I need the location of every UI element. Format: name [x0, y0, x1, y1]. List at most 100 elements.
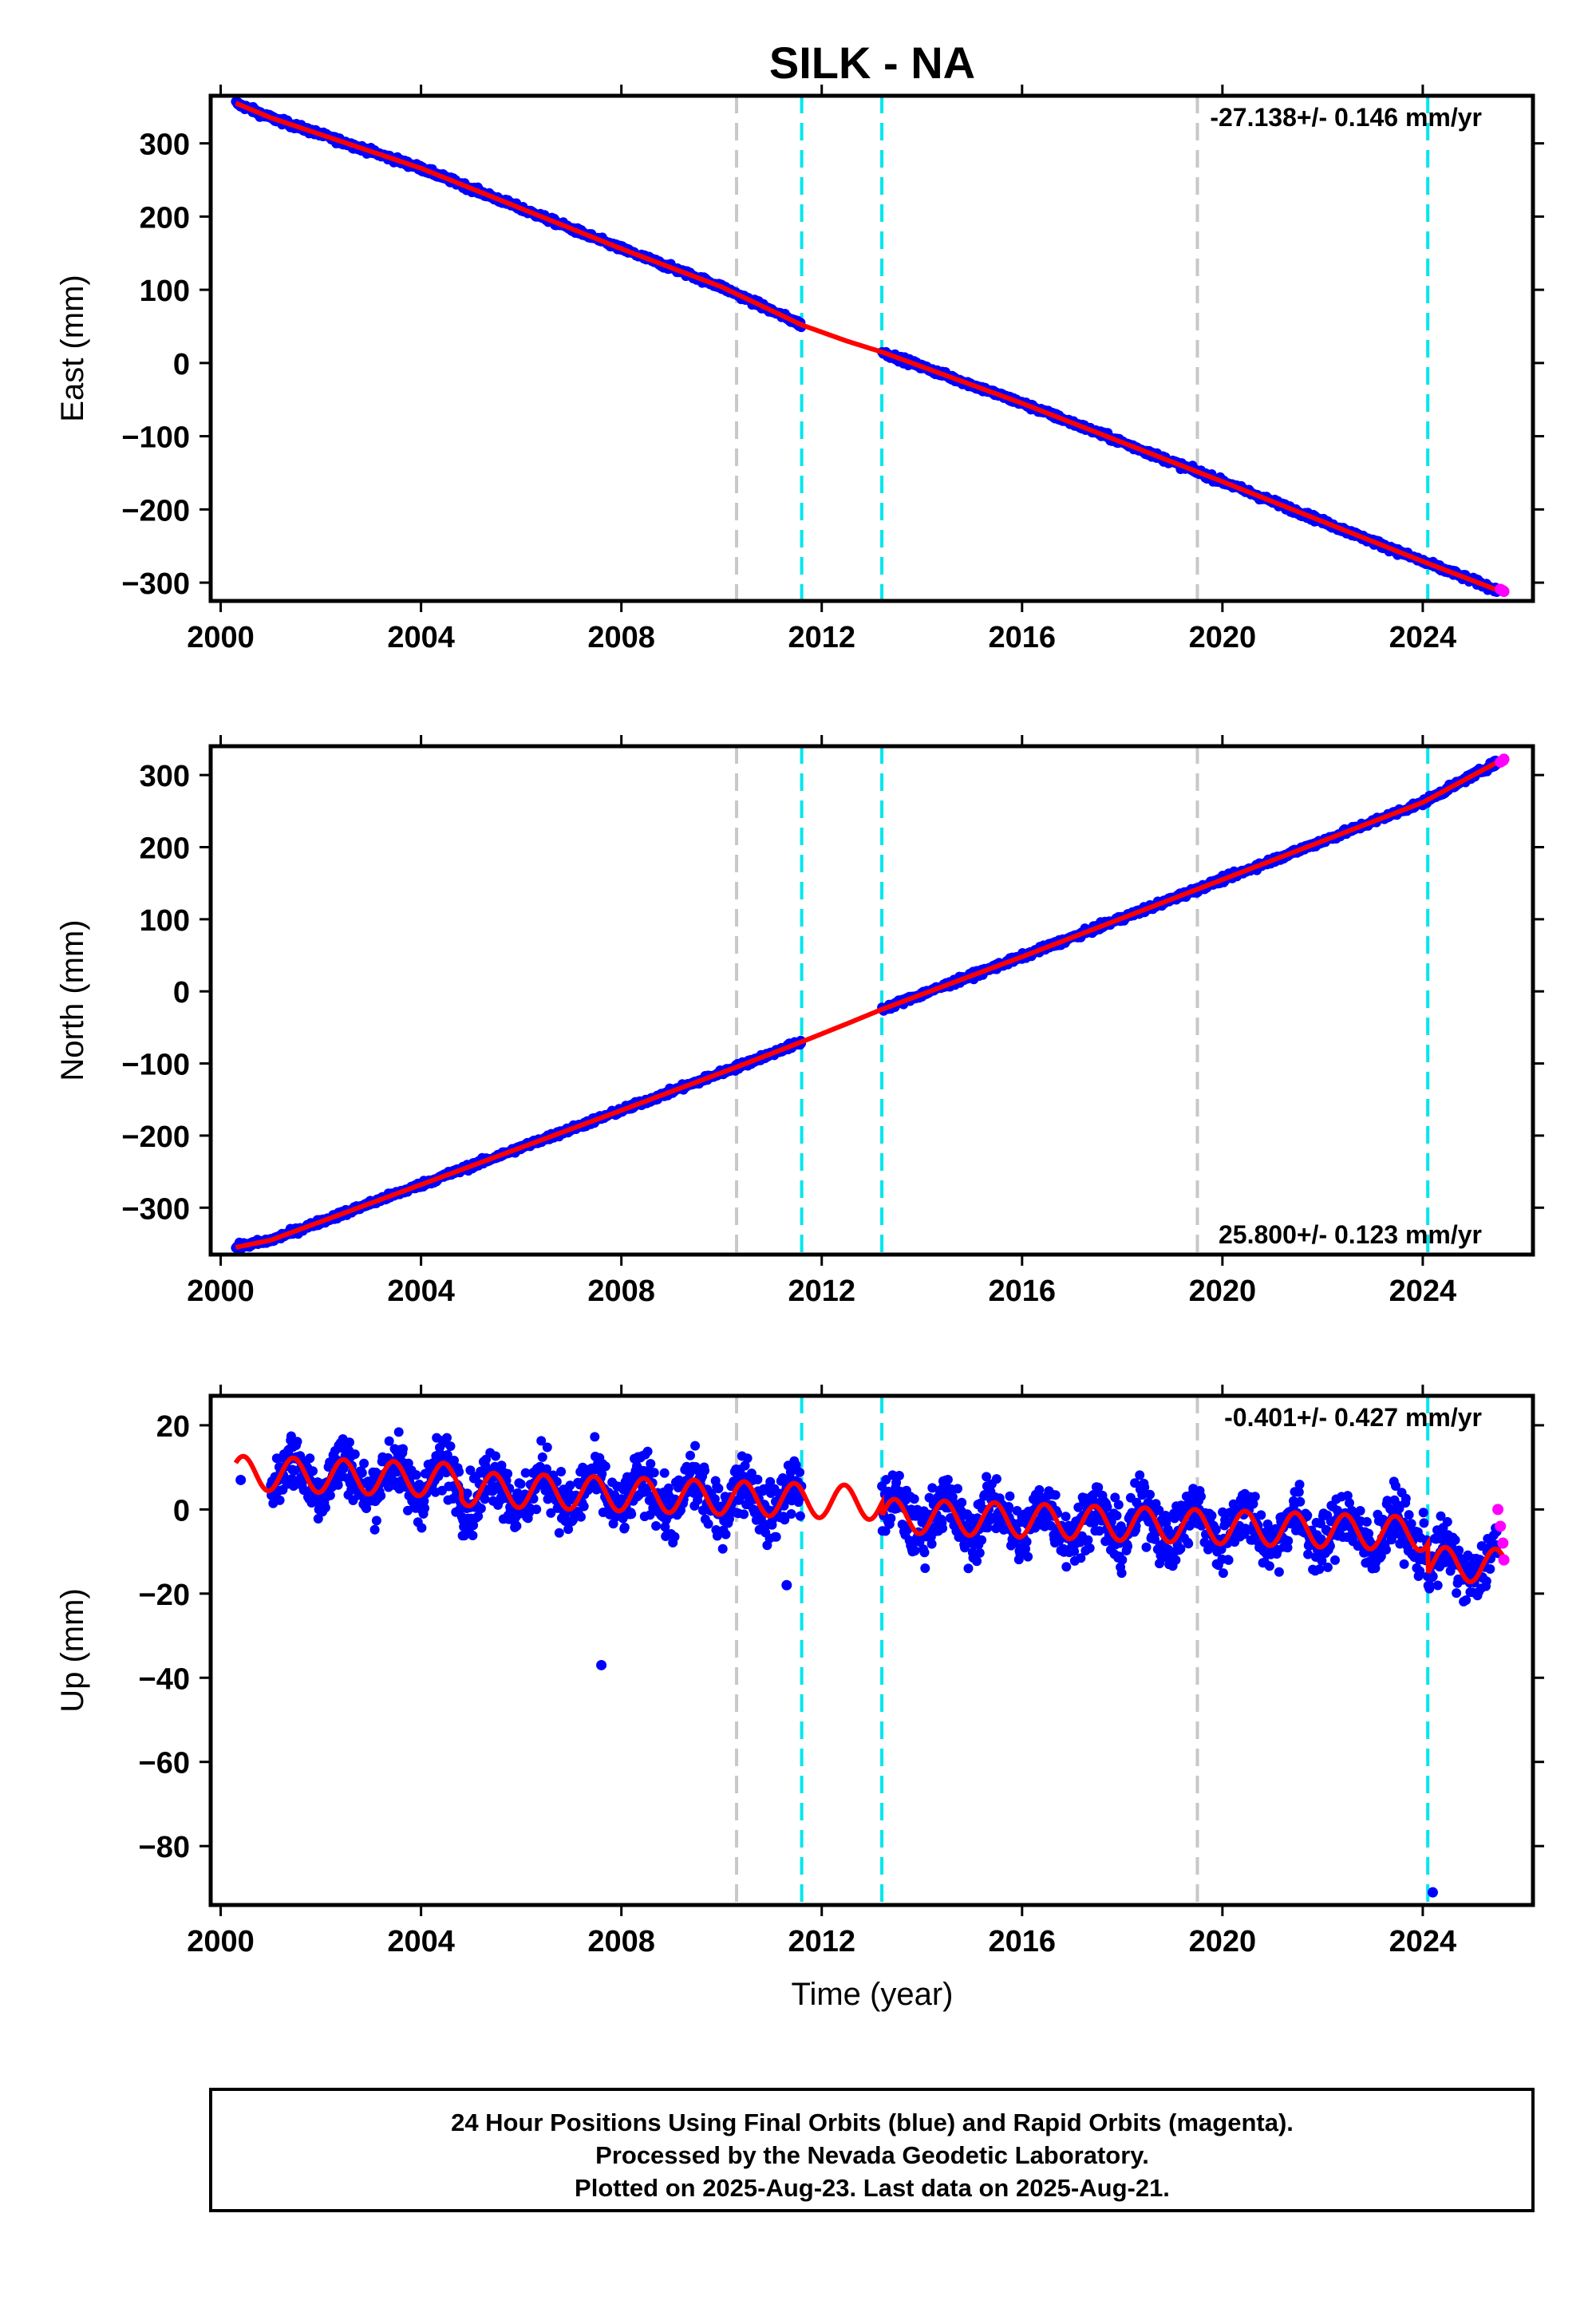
y-axis-label: East (mm)	[55, 275, 90, 421]
data-point	[742, 1453, 753, 1464]
data-point	[398, 1444, 408, 1454]
data-point	[516, 1479, 526, 1489]
plot-background	[211, 746, 1533, 1255]
data-point	[491, 1451, 500, 1461]
y-tick-label: −200	[121, 1120, 190, 1154]
data-point	[369, 1524, 380, 1535]
data-point	[537, 1452, 547, 1462]
data-point	[531, 1504, 542, 1515]
x-tick-label: 2020	[1189, 621, 1257, 654]
y-tick-label: 200	[140, 201, 190, 235]
data-point	[325, 1490, 335, 1500]
data-point	[717, 1543, 728, 1554]
y-tick-label: 0	[173, 976, 190, 1010]
x-tick-label: 2016	[989, 1275, 1057, 1308]
data-point	[619, 1522, 630, 1532]
x-tick-label: 2000	[187, 621, 255, 654]
data-point	[411, 1470, 421, 1480]
x-tick-label: 2024	[1389, 621, 1457, 654]
data-point	[275, 1495, 285, 1505]
y-tick-label: −300	[121, 1192, 190, 1226]
data-point	[753, 1474, 763, 1484]
data-point	[579, 1501, 589, 1512]
data-point	[721, 1529, 731, 1539]
data-point	[462, 1488, 472, 1499]
data-point	[512, 1521, 522, 1531]
data-point	[649, 1468, 659, 1478]
y-tick-label: −100	[121, 421, 190, 455]
data-point	[886, 1513, 896, 1524]
panel-north: 2000 2004 2008 2012 2016 2020 2024 300 200 100 0 −1…	[55, 735, 1544, 1308]
data-point	[292, 1437, 302, 1447]
y-tick-label: −300	[121, 567, 190, 601]
data-point	[357, 1468, 367, 1478]
y-tick-label: −100	[121, 1049, 190, 1082]
data-point	[685, 1450, 695, 1460]
data-point	[690, 1441, 701, 1451]
data-point	[542, 1442, 552, 1452]
data-point	[503, 1468, 513, 1479]
data-point	[320, 1503, 330, 1513]
data-point	[771, 1531, 781, 1542]
x-tick-label: 2008	[587, 1275, 655, 1308]
data-point	[420, 1503, 430, 1513]
data-point	[670, 1531, 680, 1542]
data-point	[371, 1516, 381, 1526]
data-point	[556, 1467, 567, 1476]
data-point	[894, 1471, 904, 1480]
data-point	[305, 1453, 315, 1464]
data-point	[700, 1465, 710, 1476]
y-tick-label: 300	[140, 760, 190, 793]
data-point	[703, 1519, 713, 1529]
data-point	[739, 1509, 749, 1520]
data-point	[345, 1437, 354, 1448]
y-tick-label: 100	[140, 904, 190, 938]
y-tick-label: 300	[140, 128, 190, 162]
data-point	[359, 1458, 369, 1468]
x-tick-label: 2020	[1189, 1275, 1257, 1308]
panel-east: 2000 2004 2008 2012 2016 2020 20243002001000−1…	[55, 85, 1544, 654]
data-point	[795, 1511, 805, 1521]
chart-title: SILK - NA	[769, 38, 975, 88]
x-tick-label: 2008	[587, 621, 655, 654]
data-point	[795, 1467, 805, 1477]
data-point	[600, 1461, 610, 1472]
x-tick-label: 2004	[387, 1275, 455, 1308]
panels-group: 2000 2004 2008 2012 2016 2020 2024 300 200 100 0 −1…	[55, 85, 1544, 1958]
data-point	[442, 1433, 452, 1443]
data-point	[350, 1449, 360, 1460]
y-tick-label: 200	[140, 832, 190, 865]
data-point	[713, 1484, 724, 1494]
x-tick-label: 2024	[1389, 1275, 1457, 1308]
data-point	[554, 1528, 564, 1538]
rate-annotation: -27.138+/- 0.146 mm/yr	[1210, 103, 1482, 132]
data-point	[659, 1468, 670, 1478]
data-point	[393, 1427, 404, 1437]
data-point	[646, 1459, 656, 1469]
y-tick-label: −200	[121, 494, 190, 528]
data-point	[651, 1521, 662, 1531]
data-point	[576, 1512, 586, 1522]
data-point	[476, 1504, 486, 1514]
data-point	[468, 1531, 478, 1540]
x-tick-label: 2012	[788, 1275, 855, 1308]
x-tick-label: 2000	[187, 1275, 255, 1308]
rate-annotation: 25.800+/- 0.123 mm/yr	[1219, 1220, 1482, 1249]
panel-up: 2000 2004 2008 2012 2016 2020 2024200−20−40−60…	[55, 1385, 1544, 1958]
data-point	[642, 1446, 653, 1456]
x-tick-label: 2012	[788, 621, 855, 654]
data-point	[445, 1441, 456, 1452]
x-tick-label: 2016	[989, 621, 1057, 654]
rapid-data-point	[1498, 586, 1510, 598]
data-point	[786, 1509, 796, 1519]
data-point	[308, 1466, 318, 1476]
x-tick-label: 2004	[387, 621, 455, 654]
data-point	[417, 1523, 427, 1533]
data-point	[590, 1432, 600, 1442]
data-point	[480, 1494, 490, 1504]
data-point	[376, 1491, 386, 1501]
y-tick-label: 100	[140, 275, 190, 308]
y-axis-label: North (mm)	[55, 919, 90, 1081]
rapid-data-point	[1498, 753, 1510, 765]
